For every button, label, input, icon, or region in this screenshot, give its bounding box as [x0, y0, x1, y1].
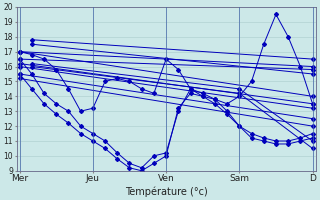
X-axis label: Température (°c): Température (°c): [125, 186, 207, 197]
